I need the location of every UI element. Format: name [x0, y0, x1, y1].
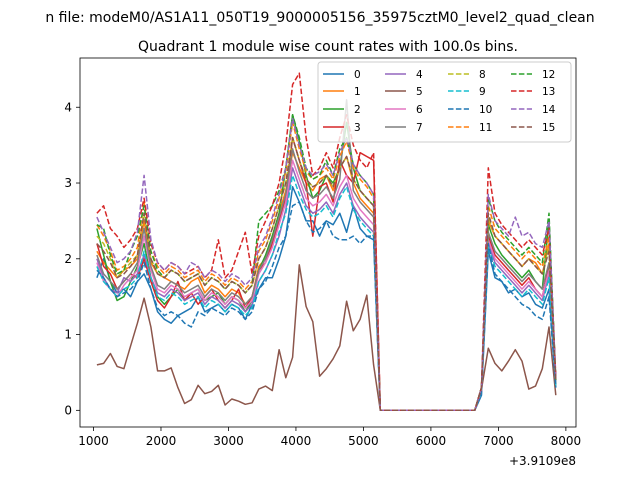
y-tick-label: 1 [64, 328, 72, 342]
y-tick-label: 2 [64, 252, 72, 266]
legend-label-9: 9 [479, 86, 486, 98]
legend-label-13: 13 [542, 86, 555, 98]
legend-label-3: 3 [354, 122, 361, 134]
legend-label-10: 10 [479, 104, 492, 116]
y-tick-label: 3 [64, 176, 72, 190]
legend-label-11: 11 [479, 122, 492, 134]
x-tick-label: 8000 [551, 434, 582, 448]
x-offset-label: +3.9109e8 [509, 454, 576, 468]
legend-label-6: 6 [416, 104, 423, 116]
legend-label-5: 5 [416, 86, 423, 98]
legend-label-14: 14 [542, 104, 556, 116]
y-axis: 0 1 2 3 4 [64, 100, 80, 417]
legend-box [317, 61, 572, 143]
series-line-11 [96, 121, 557, 412]
series-line-9 [96, 174, 557, 412]
series-line-0 [96, 186, 557, 412]
x-tick-label: 4000 [281, 434, 312, 448]
x-tick-label: 1000 [78, 434, 109, 448]
figure-suptitle: n file: modeM0/AS1A11_050T19_9000005156_… [45, 10, 594, 26]
x-tick-label: 6000 [416, 434, 447, 448]
plot-frame [79, 57, 577, 428]
legend-label-4: 4 [416, 69, 423, 81]
legend-label-8: 8 [479, 69, 486, 81]
x-axis: 1000 2000 3000 4000 5000 6000 7000 8000 [78, 427, 581, 448]
legend-label-7: 7 [416, 122, 423, 134]
x-tick-label: 3000 [213, 434, 244, 448]
legend-label-0: 0 [354, 69, 361, 81]
legend-label-2: 2 [354, 104, 361, 116]
series-layer [96, 72, 557, 412]
legend-label-12: 12 [542, 69, 555, 81]
x-tick-label: 2000 [146, 434, 177, 448]
x-tick-label: 7000 [483, 434, 514, 448]
legend-label-15: 15 [542, 122, 555, 134]
series-line-15 [96, 136, 557, 412]
y-tick-label: 4 [64, 100, 72, 114]
series-line-10 [96, 201, 557, 412]
legend-label-1: 1 [354, 86, 361, 98]
y-tick-label: 0 [64, 403, 72, 417]
chart-title: Quadrant 1 module wise count rates with … [138, 39, 518, 55]
x-tick-label: 5000 [348, 434, 379, 448]
